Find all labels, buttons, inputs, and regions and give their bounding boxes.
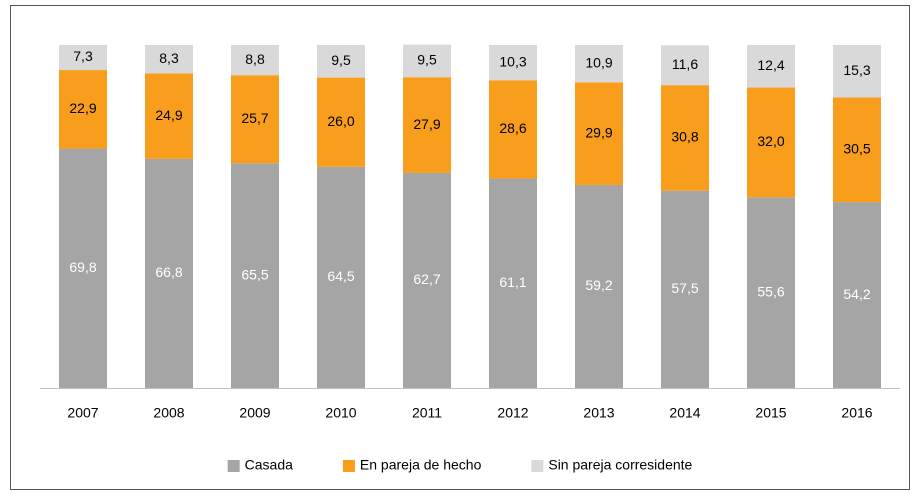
data-label: 8,3 <box>159 50 179 66</box>
x-tick-label: 2011 <box>412 405 442 421</box>
bar-segment <box>145 45 193 74</box>
legend-label: Sin pareja corresidente <box>548 457 692 473</box>
data-label: 9,5 <box>331 52 351 68</box>
bar-segment <box>145 73 193 159</box>
bar-segment <box>231 163 279 388</box>
bar-segment <box>317 166 365 388</box>
x-tick-label: 2007 <box>67 405 98 421</box>
legend-swatch <box>342 460 355 472</box>
data-label: 62,7 <box>413 271 440 287</box>
bar-segment <box>833 202 881 388</box>
bar-segment <box>145 158 193 388</box>
bar-segment <box>489 80 537 179</box>
x-tick-label: 2010 <box>325 405 356 421</box>
data-label: 7,3 <box>73 48 93 64</box>
data-label: 29,9 <box>585 124 612 140</box>
data-label: 15,3 <box>843 62 870 78</box>
data-label: 32,0 <box>757 133 784 149</box>
bar-segment <box>231 45 279 76</box>
data-label: 57,5 <box>671 280 698 296</box>
data-label: 22,9 <box>69 100 96 116</box>
data-label: 64,5 <box>327 268 354 284</box>
data-label: 30,8 <box>671 129 698 145</box>
bar-segment <box>661 190 709 388</box>
data-label: 27,9 <box>413 116 440 132</box>
bar-segment <box>575 184 623 388</box>
bar-segment <box>575 45 623 83</box>
bar-segment <box>833 45 881 98</box>
legend-label: En pareja de hecho <box>360 457 482 473</box>
bar-segment <box>747 197 795 388</box>
bar-segment <box>59 70 107 149</box>
x-tick-label: 2009 <box>239 405 270 421</box>
data-label: 28,6 <box>499 120 526 136</box>
x-tick-label: 2016 <box>841 405 872 421</box>
x-tick-label: 2013 <box>583 405 614 421</box>
bar-segment <box>59 148 107 388</box>
bar-segment <box>661 45 709 86</box>
bar-segment <box>747 45 795 88</box>
bar-segment <box>403 77 451 173</box>
legend-swatch <box>531 460 544 472</box>
bar-segment <box>489 178 537 388</box>
bar-segment <box>59 45 107 71</box>
bar-segment <box>317 45 365 78</box>
x-tick-label: 2012 <box>497 405 528 421</box>
data-label: 10,9 <box>585 54 612 70</box>
legend-swatch <box>227 460 240 472</box>
data-label: 54,2 <box>843 286 870 302</box>
bar-segment <box>403 172 451 388</box>
data-label: 55,6 <box>757 283 784 299</box>
data-label: 26,0 <box>327 113 354 129</box>
data-label: 24,9 <box>155 107 182 123</box>
x-tick-label: 2015 <box>755 405 786 421</box>
data-label: 69,8 <box>69 259 96 275</box>
data-label: 9,5 <box>417 52 437 68</box>
data-label: 11,6 <box>672 56 698 72</box>
x-tick-label: 2014 <box>669 405 700 421</box>
bar-segment <box>317 77 365 167</box>
bar-segment <box>231 75 279 164</box>
bar-segment <box>575 82 623 185</box>
data-label: 65,5 <box>241 266 268 282</box>
data-label: 30,5 <box>843 140 870 156</box>
legend-label: Casada <box>245 457 293 473</box>
bar-segment <box>833 97 881 203</box>
data-label: 66,8 <box>155 264 182 280</box>
data-label: 61,1 <box>499 274 526 290</box>
bar-segment <box>403 44 451 78</box>
x-tick-label: 2008 <box>153 405 184 421</box>
data-label: 8,8 <box>245 51 265 67</box>
data-label: 59,2 <box>585 277 612 293</box>
data-label: 10,3 <box>499 53 526 69</box>
bar-segment <box>747 87 795 198</box>
bar-segment <box>661 85 709 191</box>
data-label: 25,7 <box>241 110 268 126</box>
data-label: 12,4 <box>757 57 784 73</box>
bar-segment <box>489 45 537 81</box>
